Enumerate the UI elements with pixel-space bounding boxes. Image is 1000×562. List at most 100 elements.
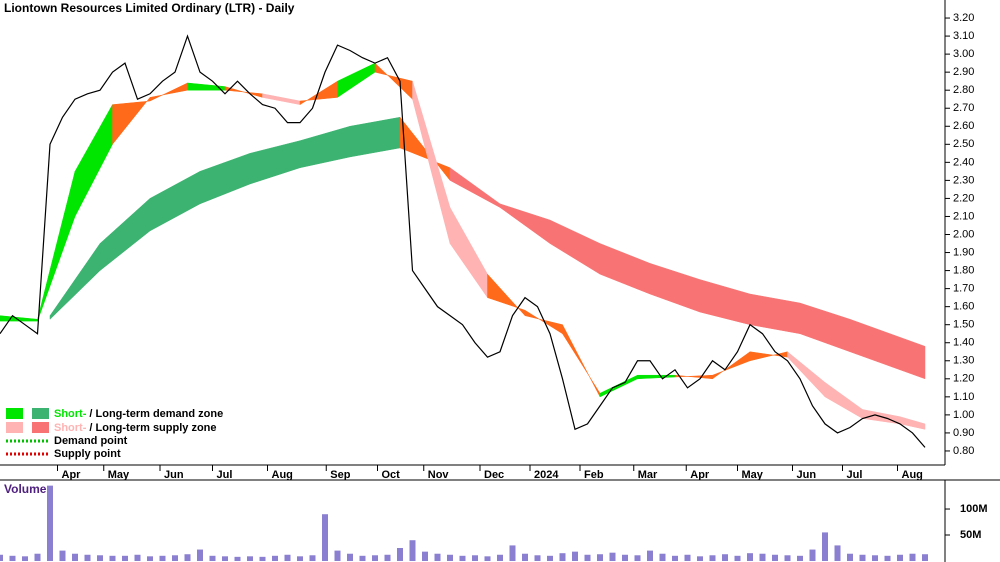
volume-bar	[772, 554, 778, 561]
x-tick-label: Oct	[382, 469, 401, 481]
volume-bar	[359, 555, 366, 561]
volume-bar	[22, 556, 28, 561]
y-tick-label: 2.30	[953, 174, 974, 186]
y-tick-label: 1.70	[953, 283, 974, 295]
y-tick-label: 3.10	[953, 30, 974, 42]
volume-bar	[259, 556, 266, 561]
chart-title: Liontown Resources Limited Ordinary (LTR…	[4, 1, 295, 15]
volume-bar	[372, 555, 378, 561]
volume-bar	[684, 554, 691, 561]
legend-label: Demand point	[54, 435, 128, 447]
volume-tick-label: 50M	[960, 529, 981, 541]
volume-bar	[622, 554, 628, 561]
volume-bar	[0, 554, 3, 561]
y-tick-label: 2.90	[953, 66, 974, 78]
y-tick-label: 2.00	[953, 228, 974, 240]
volume-bar	[797, 555, 803, 561]
volume-bar	[34, 553, 41, 561]
volume-bar	[884, 555, 891, 561]
volume-bar	[322, 514, 328, 561]
x-tick-label: Feb	[584, 469, 604, 481]
x-tick-label: May	[742, 469, 764, 481]
volume-bar	[597, 554, 603, 561]
volume-bar	[172, 555, 178, 561]
volume-bar	[909, 553, 916, 561]
volume-bar	[297, 556, 303, 561]
volume-tick-label: 100M	[960, 503, 988, 515]
y-tick-label: 1.80	[953, 264, 974, 276]
volume-bar	[422, 551, 428, 561]
volume-bar	[284, 554, 291, 561]
volume-bar	[459, 555, 466, 561]
volume-bar	[147, 556, 153, 561]
legend-label: Supply point	[54, 448, 121, 460]
x-tick-label: Sep	[330, 469, 350, 481]
x-tick-label: 2024	[534, 469, 559, 481]
volume-label: Volume	[4, 482, 47, 496]
volume-bar	[272, 555, 278, 561]
volume-bar	[472, 555, 478, 561]
volume-bar	[659, 553, 666, 561]
y-tick-label: 3.20	[953, 12, 974, 24]
x-tick-label: Mar	[638, 469, 658, 481]
y-tick-label: 2.20	[953, 192, 974, 204]
y-tick-label: 2.40	[953, 156, 974, 168]
volume-bar	[584, 554, 591, 561]
x-tick-label: Jul	[847, 469, 863, 481]
volume-bar	[872, 555, 878, 561]
volume-bar	[209, 555, 216, 561]
y-tick-label: 3.00	[953, 48, 974, 60]
volume-bar	[509, 545, 516, 561]
x-tick-label: Jun	[797, 469, 817, 481]
volume-bar	[47, 485, 53, 561]
x-tick-label: Jul	[217, 469, 233, 481]
volume-bar	[222, 556, 228, 561]
y-tick-label: 0.80	[953, 445, 974, 457]
y-tick-label: 2.10	[953, 210, 974, 222]
volume-bar	[859, 554, 866, 561]
volume-bar	[809, 549, 816, 561]
y-tick-label: 1.30	[953, 355, 974, 367]
legend-long: / Long-term supply zone	[89, 422, 216, 434]
volume-bar	[759, 553, 766, 561]
y-tick-label: 1.00	[953, 409, 974, 421]
volume-bar	[709, 555, 716, 561]
price-line	[0, 34, 926, 448]
volume-bar	[922, 554, 928, 561]
y-tick-label: 1.10	[953, 391, 974, 403]
volume-bar	[672, 555, 678, 561]
volume-bar	[547, 555, 553, 561]
volume-bar	[397, 548, 403, 561]
volume-bar	[309, 555, 316, 561]
y-tick-label: 2.60	[953, 120, 974, 132]
x-tick-label: May	[108, 469, 130, 481]
volume-bar	[497, 554, 503, 561]
volume-bar	[122, 555, 128, 561]
zone-segment	[899, 416, 926, 430]
volume-bar	[247, 556, 253, 561]
x-tick-label: Aug	[902, 469, 923, 481]
volume-bar	[572, 551, 578, 561]
volume-bar	[159, 555, 166, 561]
volume-bar	[734, 555, 741, 561]
y-tick-label: 2.80	[953, 84, 974, 96]
volume-bar	[72, 553, 78, 561]
zone-segment	[899, 336, 926, 380]
x-tick-label: Jun	[164, 469, 184, 481]
volume-bar	[722, 554, 728, 561]
y-tick-label: 1.40	[953, 337, 974, 349]
volume-bar	[97, 555, 103, 561]
volume-bar	[522, 553, 528, 561]
y-tick-label: 0.90	[953, 427, 974, 439]
volume-bar	[334, 550, 341, 561]
volume-bar	[384, 554, 391, 561]
volume-bar	[647, 550, 653, 561]
volume-bar	[9, 555, 16, 561]
volume-bar	[84, 554, 91, 561]
legend-swatch	[6, 422, 23, 433]
volume-bar	[609, 552, 616, 561]
legend-label: Short- / Long-term demand zone	[54, 408, 223, 420]
volume-bar	[59, 550, 66, 561]
x-tick-label: Dec	[484, 469, 504, 481]
